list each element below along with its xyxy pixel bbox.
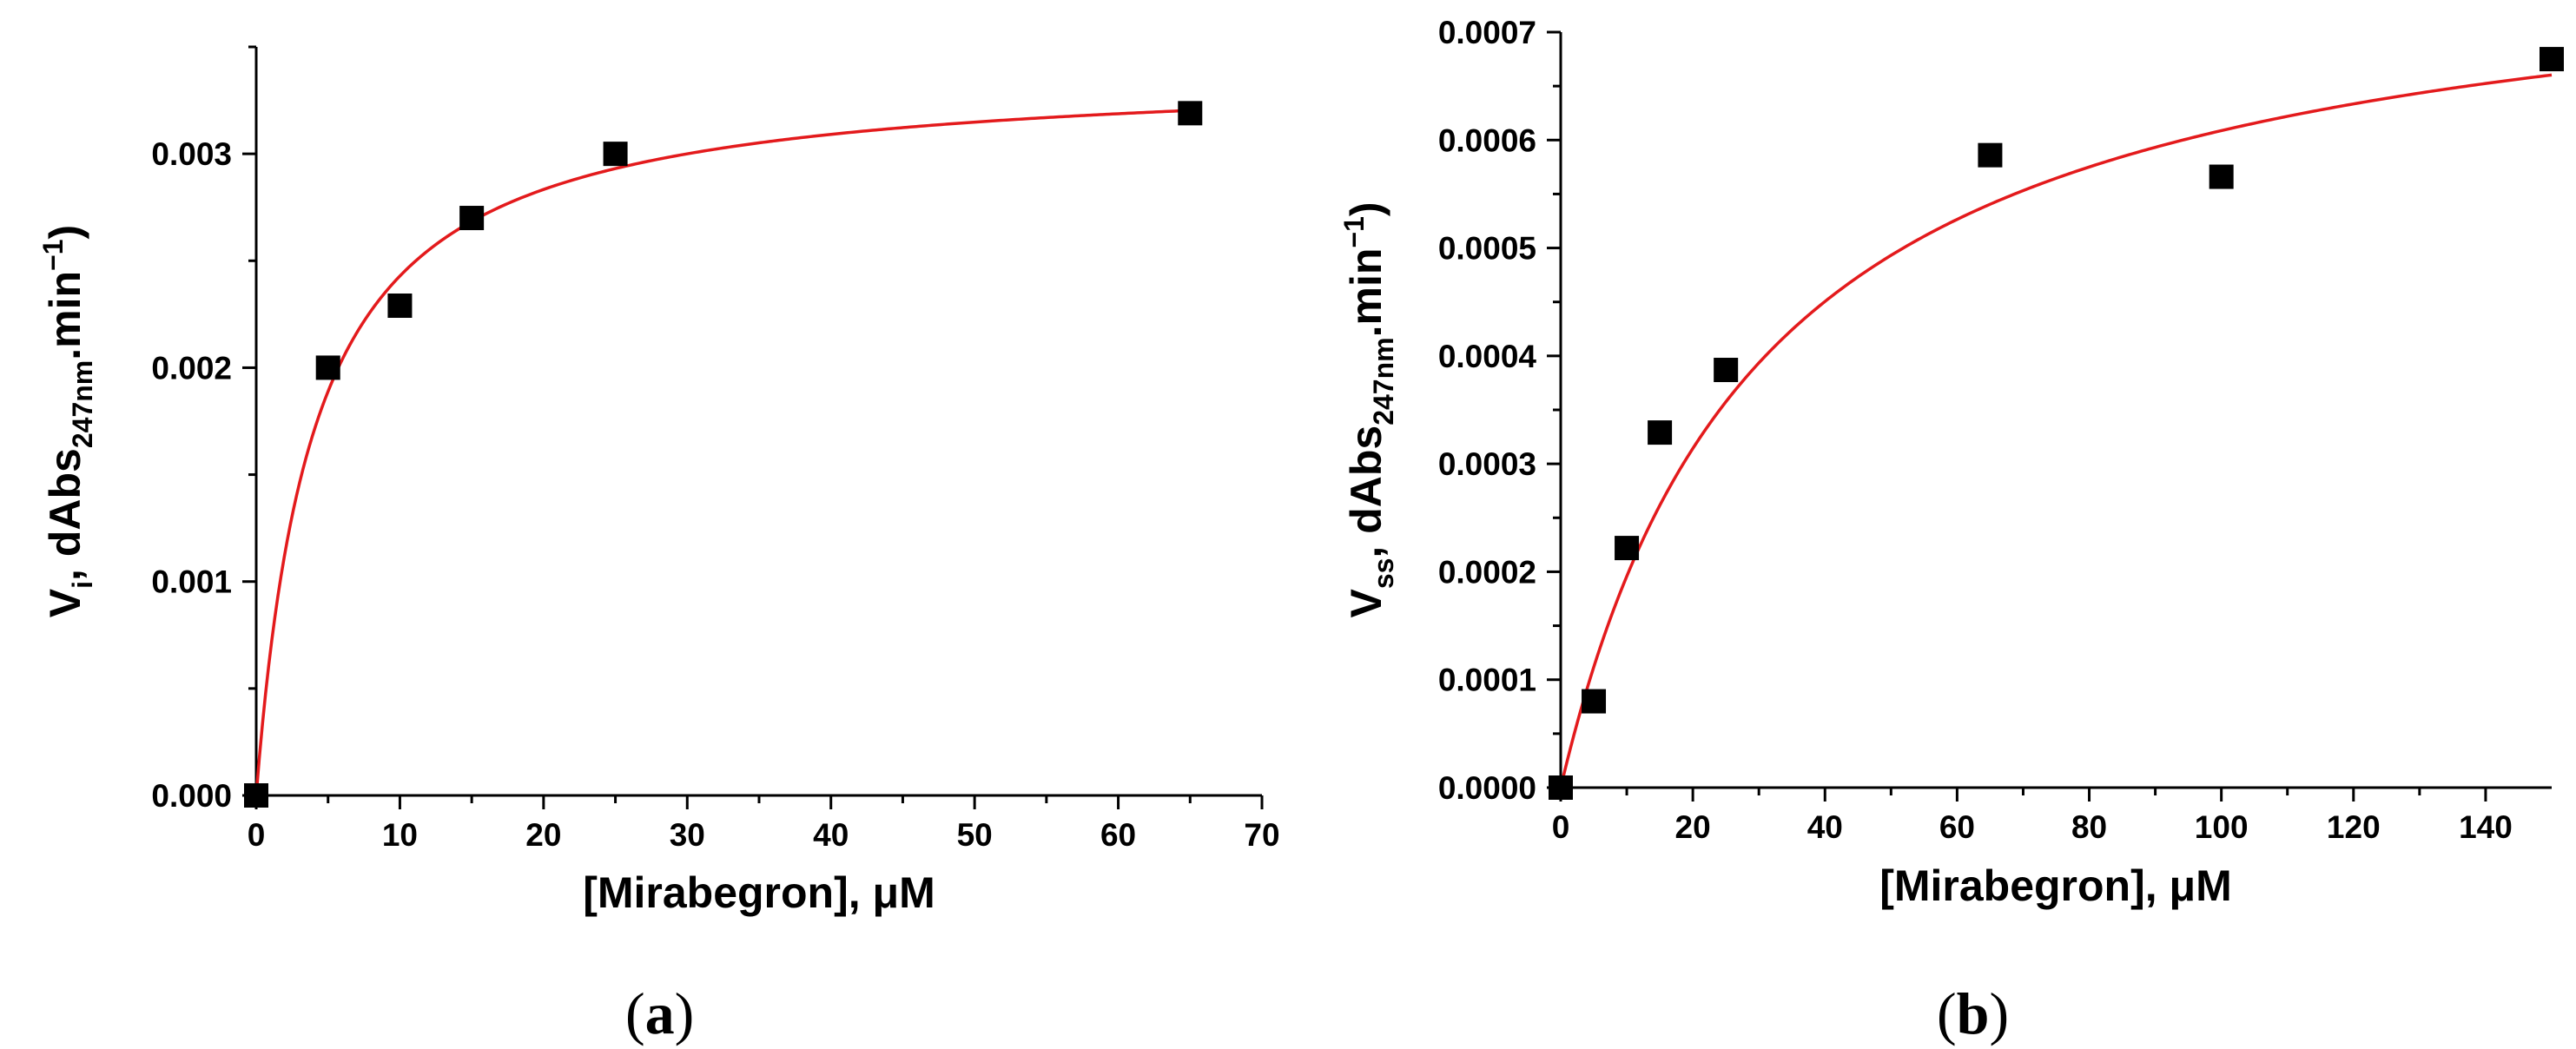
fit-curve [1559,73,2553,788]
y-axis-title-close: ) [41,225,89,240]
y-axis-title-close: ) [1342,201,1390,216]
data-point [1582,689,1607,714]
y-tick-label: 0.003 [151,136,232,172]
x-tick-label: 40 [1807,809,1843,845]
y-tick-label: 0.0003 [1438,446,1536,482]
data-point [1615,536,1640,561]
x-tick-label: 20 [525,817,561,853]
y-axis-title-sup: −1 [1338,216,1370,247]
axes-frame [254,47,1262,797]
panel-label: (b) [1937,980,2009,1046]
y-tick-label: 0.000 [151,778,232,814]
y-axis-title: Vi, dAbs247nm.min−1) [37,225,98,617]
y-tick-label: 0.0002 [1438,554,1536,590]
data-point [244,783,268,808]
y-axis-title-subscript: ss [1368,558,1399,590]
chart-panel-b: 0 20 40 60 80 100 120 140 0.0000 0.0001 0.0002 0.00… [1338,15,2564,1046]
y-axis-title-sep: , [41,557,89,581]
x-tick-label: 10 [382,817,418,853]
x-tick-label: 50 [957,817,993,853]
data-point [1714,358,1739,383]
x-axis-title: [Mirabegron], μM [583,868,935,917]
axes-frame [1559,32,2552,789]
y-tick-label: 0.0006 [1438,122,1536,158]
data-point [603,142,628,167]
x-tick-label: 100 [2195,809,2249,845]
panel-label-letter: b [1957,980,1990,1046]
y-axis-title: Vss, dAbs247nm.min−1) [1338,201,1399,617]
data-point [2540,47,2564,72]
y-tick-label: 0.001 [151,564,232,600]
y-axis-title-unit: dAbs [41,448,89,557]
y-axis-title-unit-sub: 247nm [67,360,98,448]
data-point [1549,775,1573,800]
panel-label-close: ) [1989,980,2009,1046]
x-tick-label: 40 [813,817,849,853]
panel-label: (a) [625,980,694,1046]
y-axis-title-main: V [1342,589,1390,618]
x-tick-label: 70 [1244,817,1279,853]
x-tick-label: 30 [670,817,705,853]
y-tick-label: 0.0005 [1438,231,1536,267]
x-axis-title: [Mirabegron], μM [1879,861,2232,910]
data-point [459,206,485,231]
data-point [315,355,340,380]
panel-label-open: ( [1937,980,1957,1046]
data-point [1178,101,1203,126]
y-axis-title-sup: −1 [37,239,69,270]
y-tick-label: 0.0007 [1438,15,1536,50]
data-point [2209,164,2234,189]
x-tick-label: 60 [1939,809,1975,845]
data-point [1978,142,2003,168]
y-axis-title-subscript: i [67,581,98,589]
x-tick-label: 80 [2071,809,2107,845]
y-axis-title-unit: dAbs [1342,426,1390,534]
x-tick-label: 0 [248,817,266,853]
y-axis-title-rest: .min [1342,248,1390,338]
data-point [387,294,413,319]
y-tick-label: 0.002 [151,350,232,386]
x-tick-label: 0 [1552,809,1570,845]
panel-label-open: ( [625,980,645,1046]
x-tick-label: 60 [1100,817,1136,853]
panel-label-letter: a [645,980,675,1046]
x-tick-label: 120 [2327,809,2381,845]
y-axis-title-rest: .min [41,271,89,360]
chart-panel-a: 0 10 20 30 40 50 60 70 0.000 0.001 0.002 0.003 [Mira… [37,45,1280,1046]
y-tick-label: 0.0001 [1438,663,1536,698]
y-tick-label: 0.0004 [1438,339,1537,374]
x-tick-label: 140 [2459,809,2513,845]
y-tick-label: 0.0000 [1438,770,1536,806]
data-point [1648,420,1673,445]
y-axis-title-unit-sub: 247nm [1368,337,1399,425]
x-tick-label: 20 [1675,809,1711,845]
y-axis-title-sep: , [1342,534,1390,558]
panel-label-close: ) [675,980,695,1046]
fit-curve [254,109,1191,796]
y-axis-title-main: V [41,588,89,617]
